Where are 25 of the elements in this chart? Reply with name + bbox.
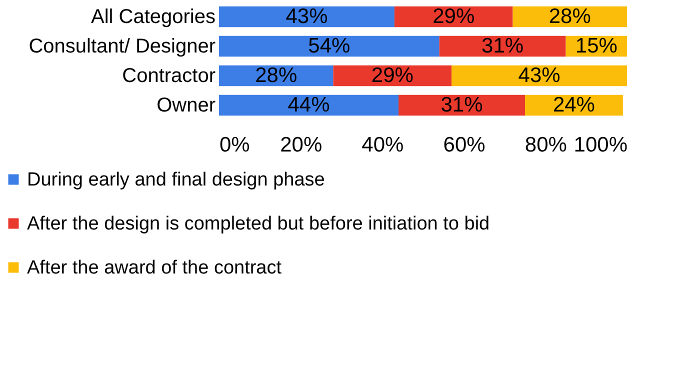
x-tick-label: 80% bbox=[524, 134, 567, 156]
data-label: 44% bbox=[288, 93, 330, 116]
data-label: 31% bbox=[482, 34, 524, 58]
data-label: 28% bbox=[255, 64, 298, 87]
x-tick-label: 0% bbox=[220, 134, 250, 156]
data-label: 31% bbox=[440, 93, 483, 116]
data-label: 24% bbox=[552, 93, 595, 116]
data-label: 15% bbox=[575, 34, 618, 58]
legend-label: After the award of the contract bbox=[27, 258, 282, 278]
legend-label: During early and final design phase bbox=[27, 170, 325, 190]
legend-label: After the design is completed but before initiation to bid bbox=[27, 214, 490, 234]
data-label: 28% bbox=[548, 4, 591, 28]
data-label: 43% bbox=[518, 64, 560, 87]
data-label: 43% bbox=[286, 4, 328, 28]
x-tick-label: 20% bbox=[280, 134, 322, 156]
y-tick-label: All Categories bbox=[90, 6, 216, 28]
x-tick-label: 100% bbox=[574, 134, 628, 156]
data-label: 29% bbox=[371, 64, 414, 87]
data-label: 29% bbox=[432, 4, 475, 28]
x-tick-label: 40% bbox=[362, 134, 404, 156]
y-tick-label: Contractor bbox=[122, 64, 216, 87]
y-tick-label: Consultant/ Designer bbox=[28, 35, 216, 58]
y-tick-label: Owner bbox=[156, 94, 216, 116]
x-tick-label: 60% bbox=[443, 134, 486, 156]
data-label: 54% bbox=[308, 34, 350, 58]
